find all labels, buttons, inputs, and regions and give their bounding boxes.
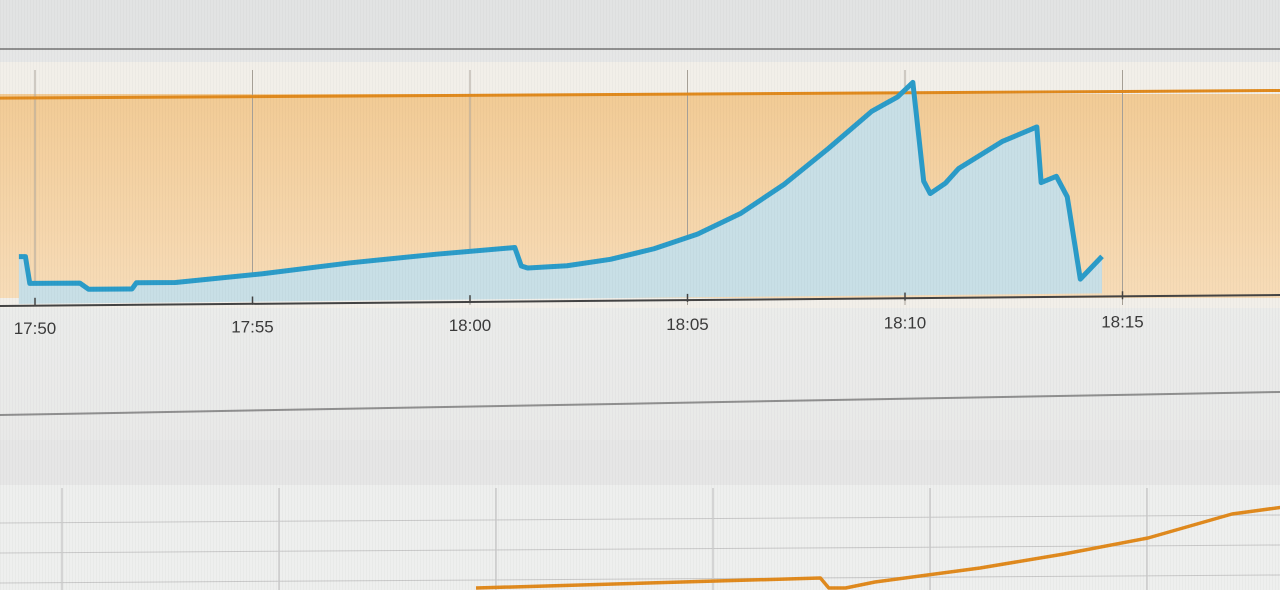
top-chart-x-axis <box>0 294 1280 307</box>
bottom-chart-plot-area <box>0 485 1280 590</box>
bottom-grid-line <box>0 544 1280 554</box>
x-tick-label: 17:50 <box>14 319 57 338</box>
top-panel-edge <box>0 0 1280 50</box>
bottom-series-line <box>475 505 1280 590</box>
bottom-chart-grid <box>0 488 1280 590</box>
bottom-grid-line <box>0 574 1280 584</box>
bottom-chart <box>0 485 1280 590</box>
x-tick-label: 18:10 <box>884 314 927 333</box>
lower-panel-header <box>0 440 1280 485</box>
x-axis-ticks: 17:50 17:55 18:00 18:05 18:10 18:15 <box>14 291 1144 338</box>
bottom-grid-line <box>0 514 1280 524</box>
top-series-area <box>18 82 1103 304</box>
top-chart: 17:50 17:55 18:00 18:05 18:10 18:15 <box>0 62 1280 338</box>
threshold-line <box>0 89 1280 100</box>
top-series-line <box>18 79 1104 292</box>
x-tick-label: 18:00 <box>449 316 492 335</box>
x-tick-label: 18:15 <box>1101 312 1144 331</box>
panel-divider <box>0 391 1280 416</box>
x-tick-label: 17:55 <box>231 317 274 336</box>
x-tick-label: 18:05 <box>666 315 709 334</box>
